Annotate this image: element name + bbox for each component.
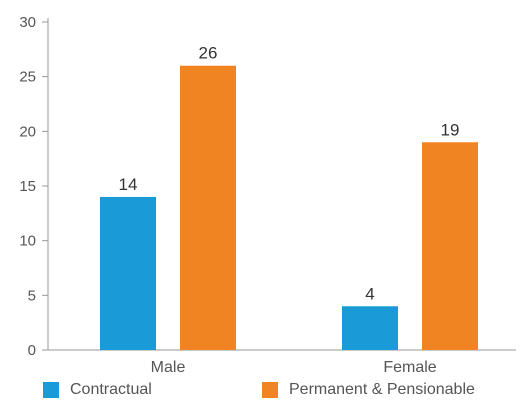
legend-item-contractual: Contractual [43,381,152,399]
x-tick-label: Male [151,359,186,376]
x-axis-ticks: Male Female [151,359,437,376]
legend-label-contractual: Contractual [70,381,152,398]
bar-value-label: 26 [199,44,218,63]
legend-swatch-permanent [262,382,278,398]
y-tick-label: 30 [19,14,36,31]
legend-item-permanent: Permanent & Pensionable [262,381,475,399]
bar-value-label: 19 [441,120,460,139]
x-tick-label: Female [383,359,436,376]
legend: Contractual Permanent & Pensionable [0,381,528,403]
bar [100,196,156,350]
bar-value-label: 4 [365,284,374,303]
y-tick-label: 5 [28,287,36,304]
y-tick-label: 20 [19,123,36,140]
y-axis-ticks: 0 5 10 15 20 25 30 [19,14,48,359]
bar [342,306,398,350]
y-tick-label: 25 [19,69,36,86]
y-tick-label: 10 [19,233,36,250]
y-tick-label: 15 [19,178,36,195]
bar [180,65,236,350]
legend-label-permanent: Permanent & Pensionable [289,381,475,398]
bars [100,65,478,350]
bar-value-label: 14 [119,175,138,194]
data-labels: 14 4 26 19 [119,44,460,304]
bar [422,142,478,350]
legend-swatch-contractual [43,382,59,398]
y-tick-label: 0 [28,342,36,359]
